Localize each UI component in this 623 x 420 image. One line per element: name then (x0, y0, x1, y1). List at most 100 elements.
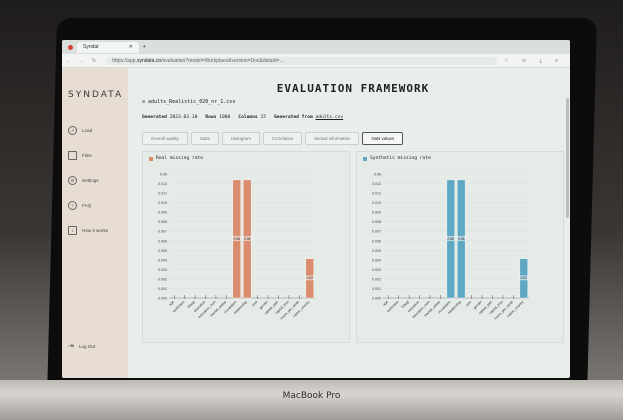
y-tick-label: 0.006 (372, 239, 381, 243)
data-label: 0.06 (244, 237, 251, 241)
tab-histogram[interactable]: Histogram (221, 132, 260, 145)
sidebar-item-label: Settings (82, 178, 99, 183)
address-field[interactable]: https://app.syndata.co/evaluation?model=… (106, 56, 499, 65)
columns-label: Columns (238, 115, 258, 120)
y-tick-label: 0.006 (158, 239, 167, 243)
rows-value: 1000 (219, 115, 231, 120)
y-tick-label: 0.002 (372, 277, 381, 281)
tab-title: Syndat (83, 43, 99, 50)
help-icon: ? (68, 201, 77, 210)
y-tick-label: 0.002 (158, 277, 167, 281)
logout-button[interactable]: ⇥ Log Out (68, 342, 95, 350)
sidebar-item-faq[interactable]: ? FAQ (62, 193, 128, 218)
columns-value: 15 (260, 115, 266, 120)
laptop-base: MacBook Pro (0, 380, 623, 420)
data-label-bg (242, 235, 252, 241)
forward-icon[interactable]: → (79, 57, 84, 64)
y-tick-label: 0.010 (158, 201, 167, 205)
chart-panels: Real missing rate 0.000 0.001 0.002 0.003 0.… (142, 151, 564, 343)
y-tick-label: 0.012 (158, 182, 167, 186)
y-tick-label: 0.004 (158, 258, 167, 262)
gear-icon: ⚙ (68, 176, 77, 185)
tab-overall-quality[interactable]: Overall quality (142, 132, 188, 145)
info-icon: i (68, 226, 77, 235)
x-tick-label: age (168, 300, 175, 307)
url-rest: /evaluation?model=Workplace&version=Doc&… (161, 57, 284, 64)
y-tick-label: 0.06 (160, 173, 167, 177)
data-label-bg (456, 235, 466, 241)
sidebar-item-load[interactable]: ↗ Load (62, 118, 128, 143)
x-tick-label: age (382, 300, 389, 307)
tab-stats[interactable]: Stats (190, 132, 219, 145)
tab-correlation[interactable]: Correlation (262, 132, 303, 145)
legend-swatch (363, 156, 367, 161)
window-close-dot[interactable] (68, 44, 73, 50)
browser-window: Syndat ✕ + ← → ↻ https://app.syndata.co/… (62, 40, 570, 378)
generated-value: 2023.03.10 (169, 115, 198, 120)
y-tick-label: 0.001 (158, 287, 167, 291)
y-tick-label: 0.011 (372, 192, 381, 196)
tab-close-icon[interactable]: ✕ (128, 43, 133, 50)
sidebar-item-label: How it works (82, 228, 109, 233)
tab-nan-values[interactable]: NaN values (362, 132, 404, 145)
y-tick-label: 0.007 (158, 230, 167, 234)
x-tick-label: fnlwgt (187, 300, 196, 309)
app: SYNDATA ↗ Load Files ⚙ Settings ? FAQ i How … (62, 68, 570, 378)
tab-mutual-information[interactable]: Mutual information (305, 132, 360, 145)
reload-icon[interactable]: ↻ (92, 57, 97, 64)
y-tick-label: 0.008 (372, 220, 381, 224)
file-name-text: adults_Realistic_020_nr_1.csv (148, 99, 236, 105)
synthetic-chart-title: Synthetic missing rate (363, 156, 563, 161)
generated-from-link[interactable]: adults.csv (315, 115, 344, 120)
data-label: 0.06 (233, 237, 240, 241)
scrollbar[interactable] (566, 98, 569, 218)
data-label-bg (519, 275, 529, 281)
back-icon[interactable]: ← (66, 57, 71, 64)
x-tick-label: gender (472, 299, 483, 310)
y-tick-label: 0.005 (372, 249, 381, 253)
data-label-bg (232, 235, 242, 241)
browser-tab[interactable]: Syndat ✕ (77, 41, 139, 53)
files-icon (68, 151, 77, 160)
sidebar-item-files[interactable]: Files (62, 143, 128, 168)
real-chart-title-text: Real missing rate (156, 156, 204, 161)
toolbar-icons[interactable]: ☆ ⊙ ⤓ ≡ (504, 57, 564, 64)
y-tick-label: 0.008 (158, 220, 167, 224)
generated-from-label: Generated from (274, 115, 313, 120)
sidebar-item-settings[interactable]: ⚙ Settings (62, 168, 128, 193)
y-tick-label: 0.012 (372, 182, 381, 186)
y-tick-label: 0.000 (158, 297, 167, 301)
app-logo: SYNDATA (68, 90, 124, 100)
y-tick-label: 0.004 (372, 258, 381, 262)
y-tick-label: 0.011 (158, 192, 167, 196)
data-label: 0.06 (458, 237, 465, 241)
synthetic-missing-panel: Synthetic missing rate 0.000 0.001 0.002 0.… (356, 151, 564, 343)
page-title: EVALUATION FRAMEWORK (276, 82, 430, 95)
url-prefix: https://app. (112, 57, 137, 64)
logout-icon: ⇥ (68, 343, 74, 350)
file-name: ≡ adults_Realistic_020_nr_1.csv (142, 99, 236, 105)
url-bar: ← → ↻ https://app.syndata.co/evaluation?… (62, 54, 570, 68)
y-tick-label: 0.001 (372, 287, 381, 291)
y-tick-label: 0.000 (372, 297, 381, 301)
real-missing-panel: Real missing rate 0.000 0.001 0.002 0.003 0.… (142, 151, 350, 343)
data-label: 0.02 (306, 276, 313, 280)
y-tick-label: 0.010 (372, 201, 381, 205)
x-tick-label: gender (258, 299, 269, 310)
generated-label: Generated (142, 115, 167, 120)
synthetic-chart-title-text: Synthetic missing rate (370, 156, 431, 161)
new-tab-button[interactable]: + (142, 44, 146, 50)
dataset-meta: Generated 2023.03.10 Rows 1000 Columns 1… (142, 115, 564, 120)
y-tick-label: 0.009 (158, 211, 167, 215)
device-label: MacBook Pro (282, 391, 341, 401)
sidebar-item-how-it-works[interactable]: i How it works (62, 218, 128, 243)
data-label: 0.06 (447, 237, 454, 241)
x-tick-label: workclass (386, 300, 400, 314)
main-content: EVALUATION FRAMEWORK ≡ adults_Realistic_… (128, 68, 570, 378)
x-tick-label: workclass (172, 300, 186, 314)
real-chart-title: Real missing rate (149, 156, 349, 161)
sidebar-item-label: Files (82, 153, 92, 158)
y-tick-label: 0.005 (158, 249, 167, 253)
y-tick-label: 0.06 (374, 173, 381, 177)
